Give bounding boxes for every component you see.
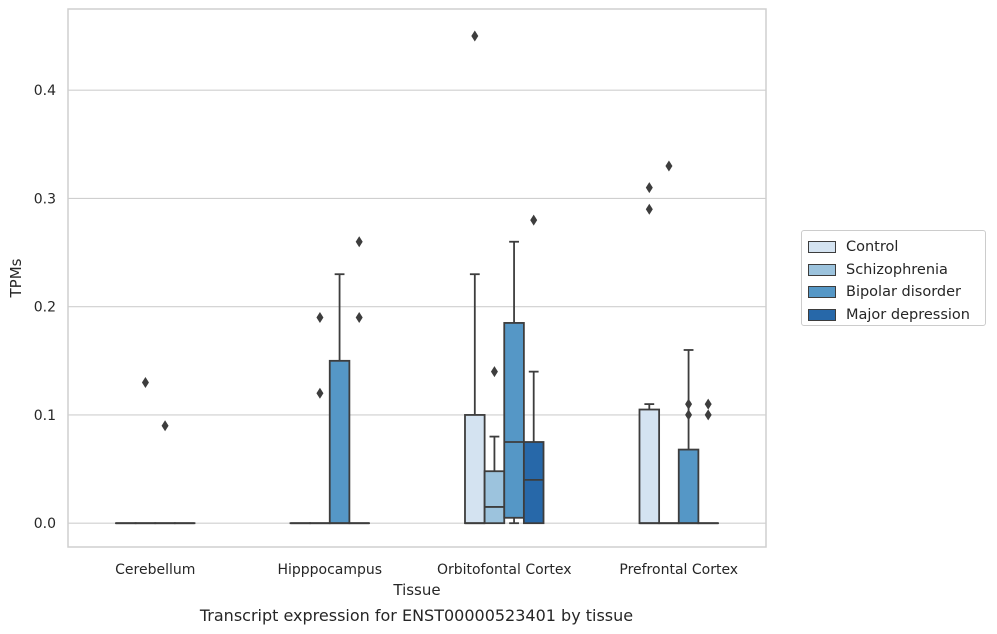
outlier-point <box>704 409 712 421</box>
box-body <box>464 414 486 525</box>
outlier-point <box>141 376 149 388</box>
legend-swatch <box>808 263 836 276</box>
outlier-point <box>645 203 653 215</box>
outlier-point <box>316 312 324 324</box>
box-2-0 <box>464 30 486 525</box>
chart-caption: Transcript expression for ENST0000052340… <box>199 606 634 625</box>
box-body <box>677 448 700 525</box>
legend-swatch <box>808 241 836 254</box>
y-tick-label: 0.2 <box>34 300 56 316</box>
box-0-2 <box>154 420 176 525</box>
outlier-point <box>490 366 498 378</box>
legend: Control Schizophrenia Bipolar disorder Majo… <box>801 230 986 326</box>
outlier-point <box>355 236 363 248</box>
legend-label: Schizophrenia <box>846 261 948 278</box>
y-tick-label: 0.4 <box>34 83 56 99</box>
legend-item: Schizophrenia <box>808 259 985 282</box>
legend-label: Control <box>846 239 899 256</box>
box-1-1 <box>309 312 331 525</box>
outlier-point <box>161 420 169 432</box>
outlier-point <box>665 160 673 172</box>
box-body <box>638 408 661 525</box>
box-body <box>503 322 525 519</box>
outlier-point <box>530 214 538 226</box>
box-2-3 <box>522 214 545 525</box>
box-3-3 <box>697 398 719 525</box>
legend-item: Bipolar disorder <box>808 281 985 304</box>
x-tick-label: Orbitofontal Cortex <box>437 562 572 578</box>
x-tick-label: Cerebellum <box>115 562 195 578</box>
y-tick-label: 0.3 <box>34 191 56 207</box>
box-body <box>328 359 351 525</box>
outlier-point <box>471 30 479 42</box>
y-axis-label: TPMs <box>7 258 25 298</box>
legend-item: Control <box>808 236 985 259</box>
y-tick-label: 0.0 <box>34 516 56 532</box>
box-1-2 <box>328 273 351 525</box>
outlier-point <box>355 312 363 324</box>
box-3-2 <box>677 349 700 525</box>
box-2-1 <box>483 366 506 525</box>
outlier-point <box>685 409 693 421</box>
legend-swatch <box>808 308 836 321</box>
outlier-point <box>685 398 693 410</box>
legend-label: Bipolar disorder <box>846 284 961 301</box>
plot-frame <box>67 8 767 548</box>
outlier-point <box>645 182 653 194</box>
x-tick-label: Hipppocampus <box>277 562 382 578</box>
legend-label: Major depression <box>846 306 970 323</box>
box-3-1 <box>658 160 680 525</box>
x-axis-label: Tissue <box>392 581 440 599</box>
box-0-1 <box>134 376 157 525</box>
legend-swatch <box>808 286 836 299</box>
x-tick-label: Prefrontal Cortex <box>619 562 738 578</box>
box-body <box>522 441 545 525</box>
box-body <box>483 470 506 525</box>
legend-item: Major depression <box>808 304 985 327</box>
box-2-2 <box>503 240 525 525</box>
box-3-0 <box>638 182 661 525</box>
outlier-point <box>704 398 712 410</box>
box-1-3 <box>348 236 370 525</box>
outlier-point <box>316 387 324 399</box>
y-tick-label: 0.1 <box>34 408 56 424</box>
